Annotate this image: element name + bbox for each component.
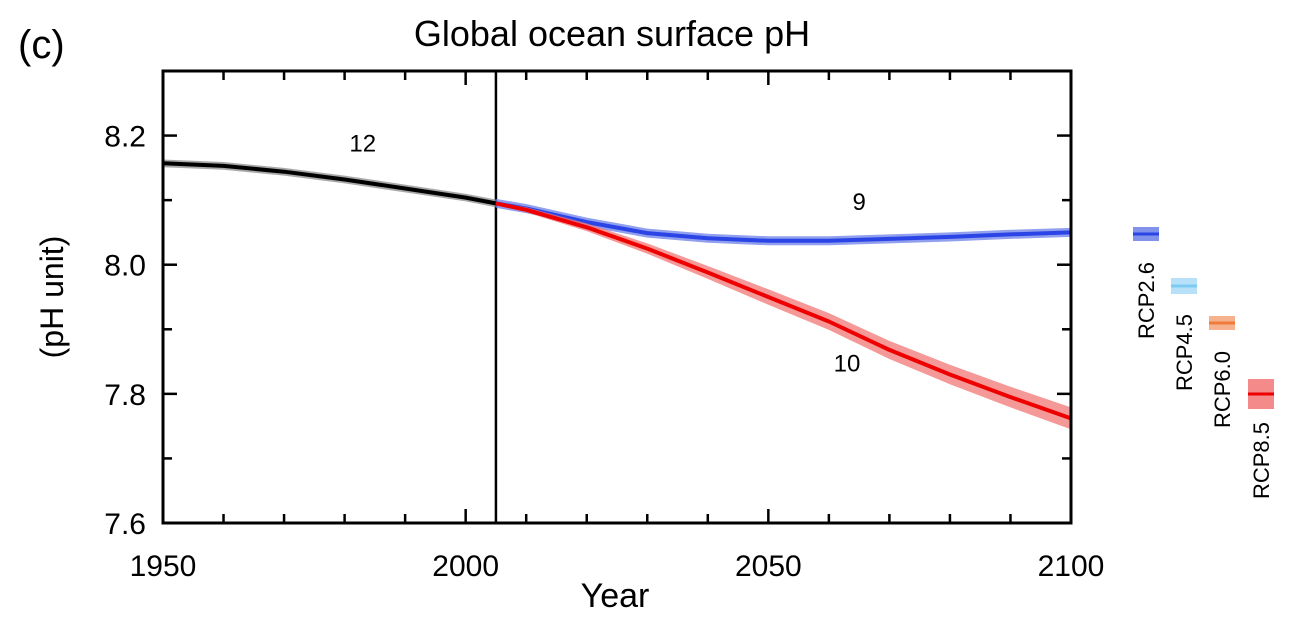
- historical-mean-line: [162, 161, 497, 206]
- rcp8-5-model-count: 10: [834, 350, 861, 377]
- panel-label: (c): [18, 23, 65, 67]
- x-tick-label: 1950: [130, 550, 197, 583]
- historical-spread-band: [163, 159, 496, 208]
- x-tick-label: 2050: [735, 550, 802, 583]
- plot-area: 12 9 10: [162, 71, 1072, 523]
- legend-label-rcp6-0: RCP6.0: [1210, 351, 1235, 428]
- x-axis-label: Year: [581, 577, 650, 615]
- rcp8-5-spread-band: [495, 202, 1071, 430]
- historical-model-count: 12: [349, 131, 376, 158]
- y-tick-label: 8.2: [104, 121, 146, 154]
- legend-label-rcp2-6: RCP2.6: [1134, 262, 1159, 339]
- y-tick-label: 7.8: [104, 379, 146, 412]
- x-tick-label: 2000: [432, 550, 499, 583]
- axes: 1950 2000 2050 2100 7.6 7.8 8.0 8.2: [104, 69, 1105, 583]
- legend-label-rcp8-5: RCP8.5: [1249, 422, 1274, 499]
- rcp2-6-mean-line: [495, 201, 1072, 243]
- y-tick-label: 7.6: [104, 508, 146, 541]
- legend-label-rcp4-5: RCP4.5: [1172, 314, 1197, 391]
- plot-frame: [161, 69, 1073, 525]
- y-tick-label: 8.0: [104, 250, 146, 283]
- rcp2-6-model-count: 9: [852, 189, 865, 216]
- rcp8-5-mean-line: [495, 201, 1072, 421]
- chart-title: Global ocean surface pH: [414, 13, 810, 54]
- y-axis-label: (pH unit): [34, 236, 70, 359]
- x-tick-label: 2100: [1038, 550, 1105, 583]
- legend: RCP2.6 RCP4.5 RCP6.0 RCP8.5: [1133, 227, 1274, 499]
